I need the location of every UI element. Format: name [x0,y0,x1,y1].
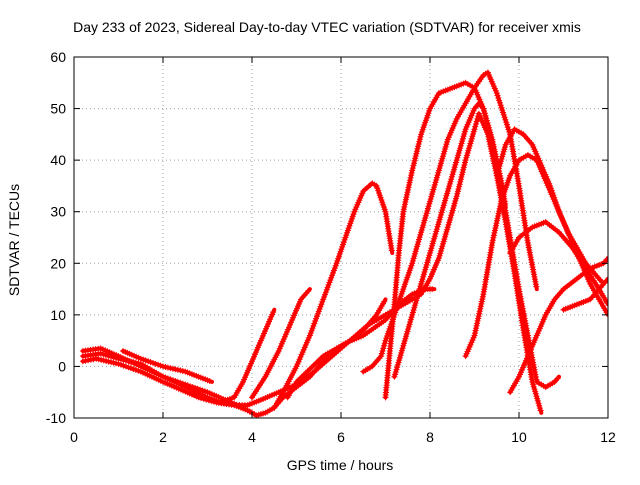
series-markers [217,309,277,406]
series-markers [391,100,509,380]
series-arc-6 [249,287,312,401]
series-markers [493,126,605,285]
y-tick-label: 10 [50,307,66,323]
series-arc-4 [120,348,214,384]
x-tick-label: 10 [511,429,527,445]
series-arc-11 [391,100,509,380]
y-tick-label: 50 [50,101,66,117]
x-tick-label: 0 [70,429,78,445]
y-tick-label: 0 [58,358,66,374]
series-arc-16 [560,276,608,313]
x-tick-label: 6 [337,429,345,445]
series-markers [79,350,258,418]
y-axis-label: SDTVAR / TECUs [6,184,22,296]
y-tick-label: 30 [50,204,66,220]
series-markers [507,256,608,396]
series-markers [249,288,312,401]
series-arc-13 [493,126,606,286]
series-markers [271,180,395,411]
y-tick-label: 20 [50,255,66,271]
series-arc-10 [360,69,540,375]
series-layer [79,69,608,418]
chart-title: Day 233 of 2023, Sidereal Day-to-day VTE… [73,19,581,35]
x-tick-label: 4 [248,429,256,445]
y-tick-label: 60 [50,49,66,65]
x-tick-label: 8 [426,429,434,445]
series-arc-5 [217,307,277,406]
x-tick-label: 2 [159,429,167,445]
y-tick-label: -10 [46,410,66,426]
x-tick-label: 12 [600,429,616,445]
series-arc-3 [79,350,259,418]
series-arc-8 [284,286,437,401]
series-arc-9 [382,79,561,401]
x-axis-label: GPS time / hours [287,457,394,473]
series-markers [560,277,608,313]
series-arc-15 [507,256,608,396]
y-tick-label: 40 [50,152,66,168]
series-arc-7 [271,180,395,411]
series-markers [120,348,213,384]
